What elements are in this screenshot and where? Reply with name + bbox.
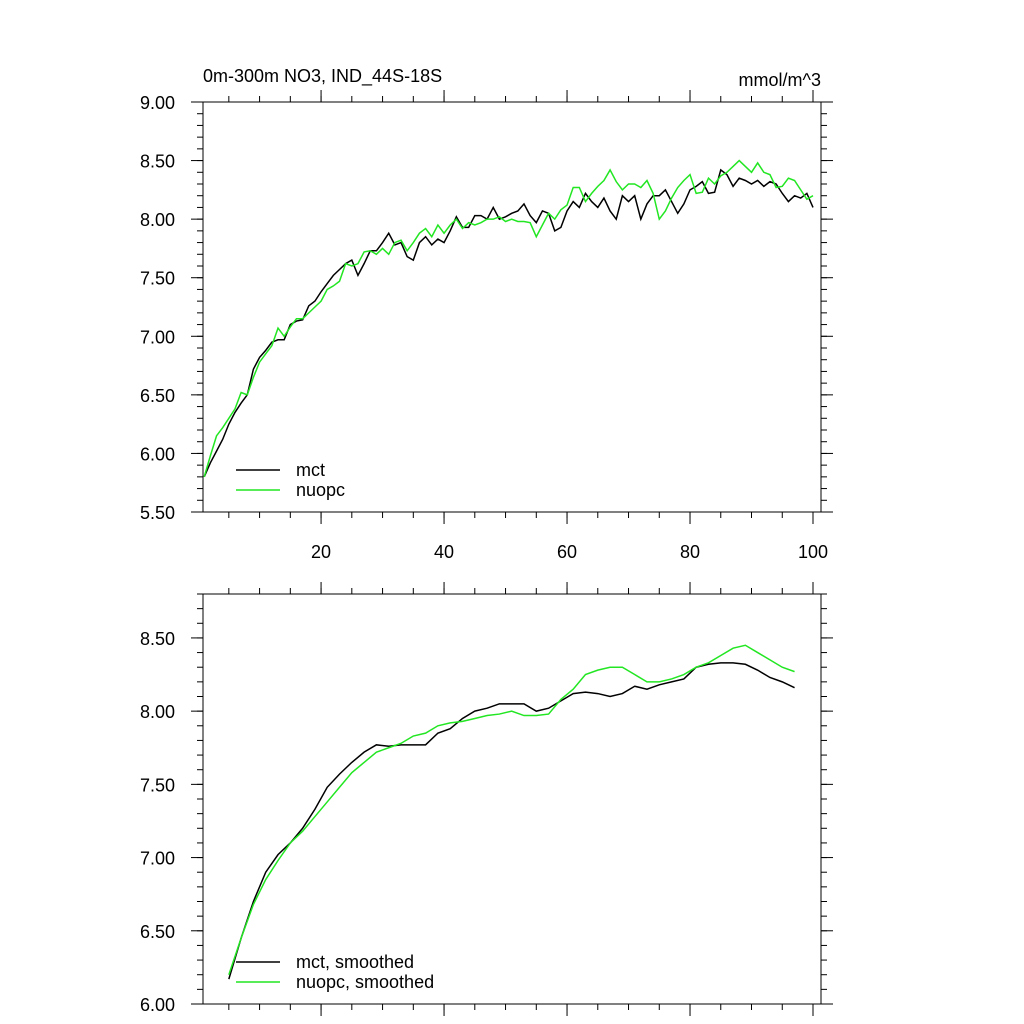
y-tick-label: 6.50 (140, 386, 175, 406)
y-tick-label: 8.00 (140, 210, 175, 230)
y-tick-label: 8.00 (140, 702, 175, 722)
x-tick-label: 80 (680, 542, 700, 562)
y-tick-label: 7.00 (140, 327, 175, 347)
y-tick-label: 7.50 (140, 775, 175, 795)
legend-label: nuopc, smoothed (296, 972, 434, 992)
plot-frame (202, 593, 822, 1005)
y-tick-label: 6.00 (140, 995, 175, 1015)
y-tick-label: 6.50 (140, 922, 175, 942)
y-tick-label: 9.00 (140, 93, 175, 113)
x-tick-label: 40 (434, 542, 454, 562)
x-tick-label: 100 (798, 542, 828, 562)
y-tick-label: 7.50 (140, 269, 175, 289)
legend-label: nuopc (296, 480, 345, 500)
y-tick-label: 8.50 (140, 152, 175, 172)
y-tick-label: 6.00 (140, 444, 175, 464)
x-tick-label: 60 (557, 542, 577, 562)
y-tick-label: 5.50 (140, 503, 175, 523)
x-tick-label: 20 (311, 542, 331, 562)
y-tick-label: 8.50 (140, 629, 175, 649)
series-line (203, 159, 814, 478)
legend-label: mct, smoothed (296, 952, 414, 972)
plot-frame (202, 101, 822, 513)
units-label: mmol/m^3 (739, 70, 821, 90)
series-line (228, 662, 795, 980)
chart-title: 0m-300m NO3, IND_44S-18S (203, 66, 442, 87)
legend-label: mct (296, 460, 325, 480)
y-tick-label: 7.00 (140, 849, 175, 869)
series-line (203, 168, 814, 478)
series-line (228, 644, 795, 975)
